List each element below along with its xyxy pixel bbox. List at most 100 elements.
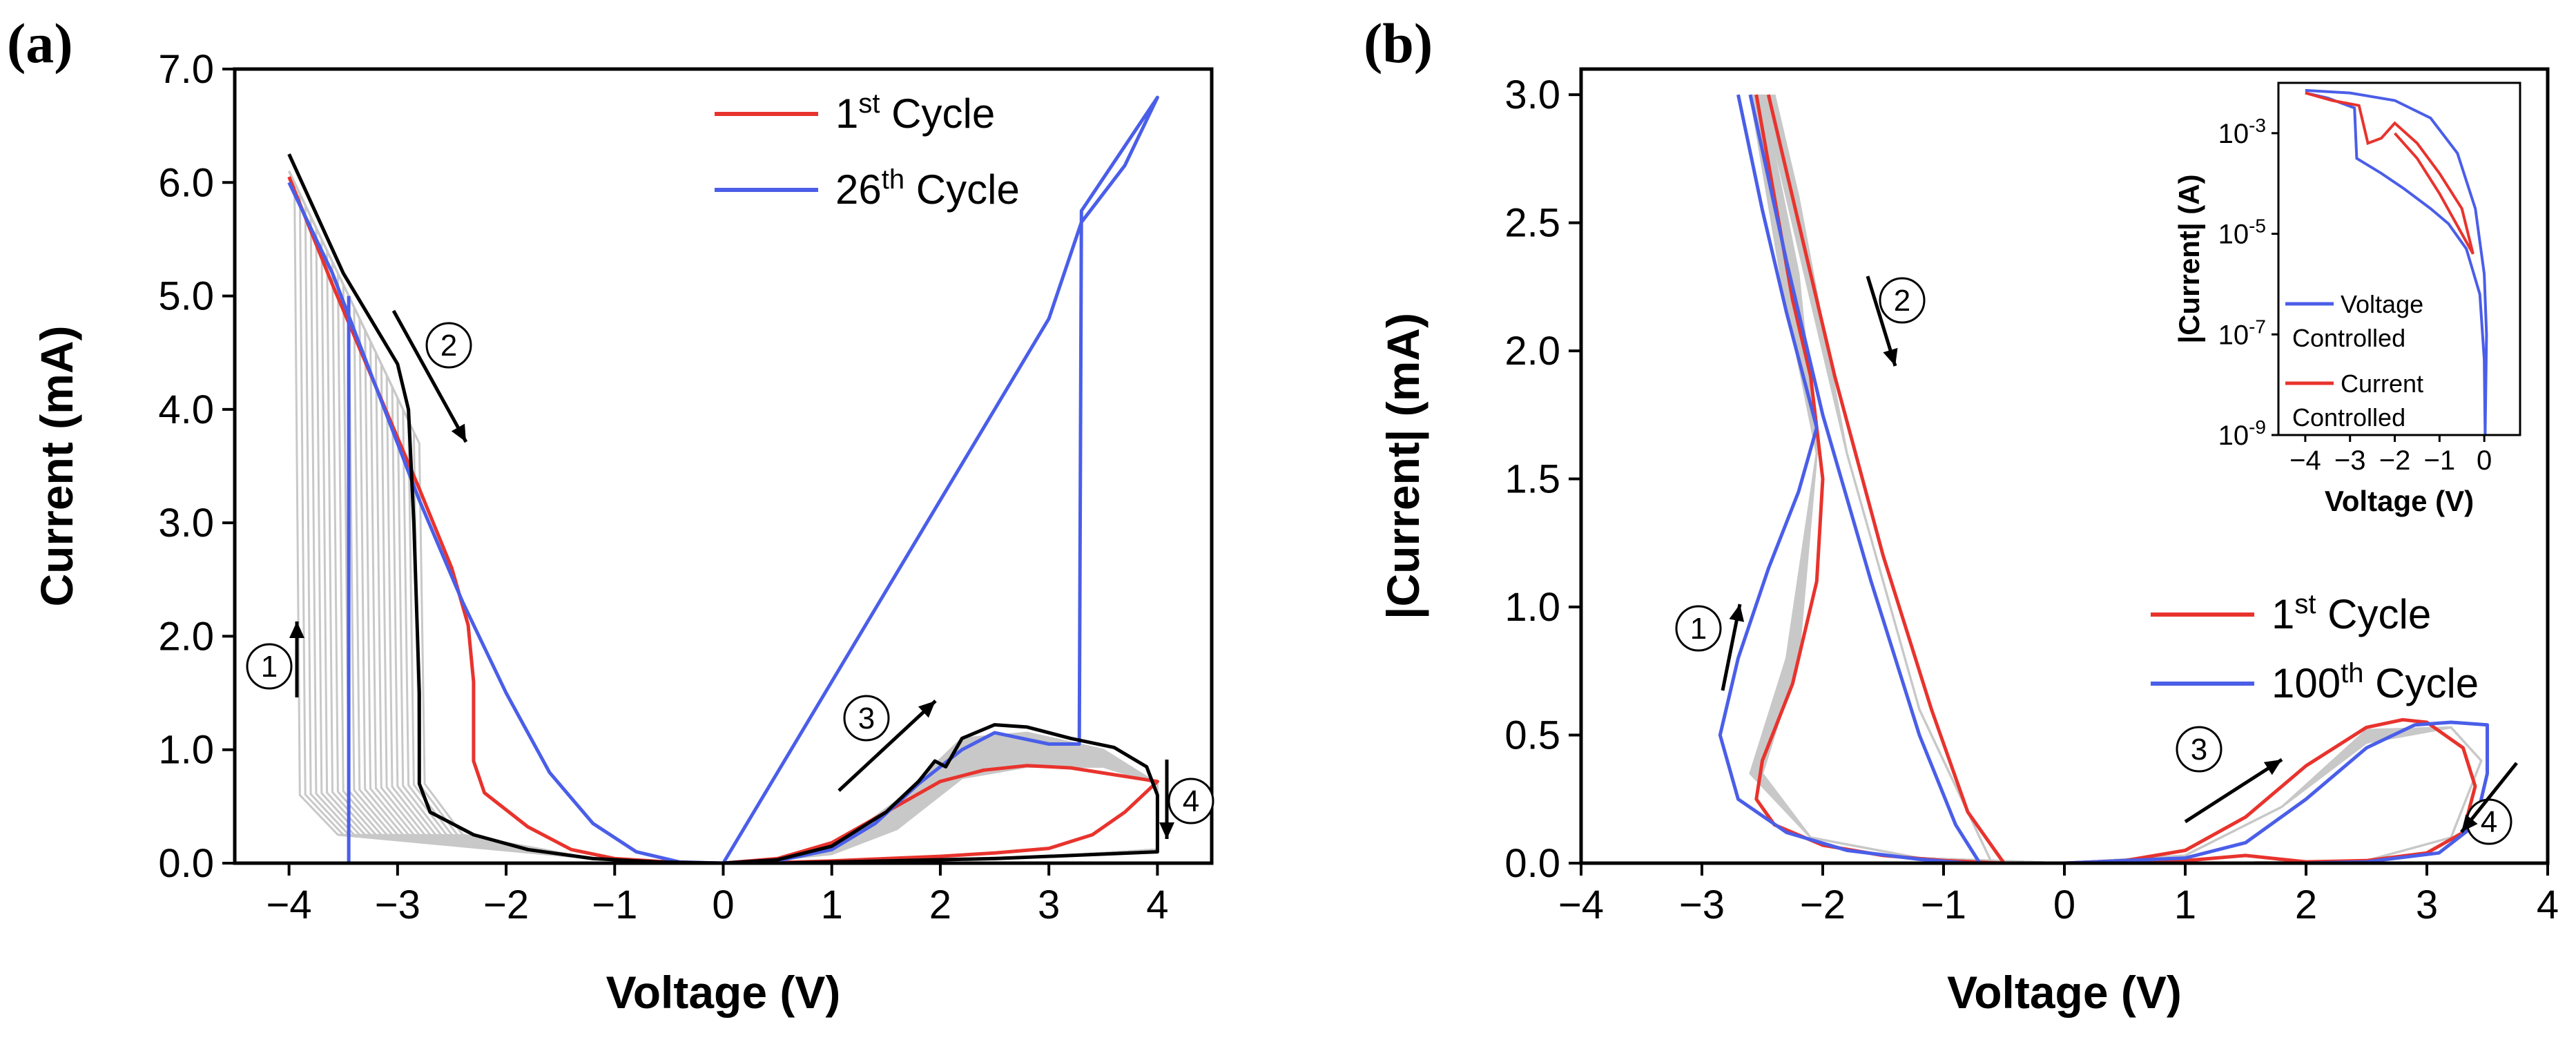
inset-y-tick-label: 10-5	[2218, 215, 2266, 250]
x-tick-label: 0	[2053, 882, 2075, 927]
inset-y-axis-title: |Current| (A)	[2173, 174, 2206, 343]
y-tick-label: 2.5	[1504, 201, 1560, 246]
annotations-a: 1 2 3 4	[246, 309, 1214, 839]
chart-a: −4 −3 −2 −1 0 1 2 3 4 0.0 1.0 2.0 3.0 4.0 5.0 6.0 7.0 Vo…	[31, 47, 1214, 1018]
y-axis-title-a: Current (mA)	[31, 326, 82, 607]
legend-label: 1st Cycle	[835, 88, 995, 137]
annotation-circle	[246, 643, 293, 690]
y-tick-label: 1.5	[1504, 457, 1560, 502]
x-axis-title-a: Voltage (V)	[606, 967, 841, 1018]
inset-x-tick-label: −3	[2334, 445, 2366, 476]
x-tick-label: 1	[821, 882, 843, 927]
y-tick-label: 1.0	[1504, 585, 1560, 630]
annotation-circle	[2176, 726, 2222, 773]
annotation-circle	[843, 695, 890, 742]
inset-y-tick-label: 10-3	[2218, 115, 2266, 149]
chart-b: −4 −3 −2 −1 0 1 2 3 4 0.0 0.5 1.0 1.5 2.0 2.5 3.0 Volta…	[1377, 67, 2559, 1018]
series-line-1	[287, 95, 1159, 865]
x-tick-label: 2	[929, 882, 951, 927]
legend-label: 26th Cycle	[835, 164, 1020, 213]
y-tick-label: 6.0	[158, 160, 214, 205]
annotation-label: 2	[1894, 284, 1910, 318]
legend-label: 1st Cycle	[2272, 589, 2431, 637]
inset-series-line-0	[2305, 88, 2488, 436]
annotation-arrowhead	[2263, 760, 2282, 775]
annotation-arrowhead	[918, 701, 936, 718]
y-tick-label: 2.0	[158, 614, 214, 659]
inset-frame	[2277, 81, 2521, 436]
x-tick-label: 2	[2295, 882, 2317, 927]
annotation-arrowhead	[289, 621, 304, 638]
x-axis-title-b: Voltage (V)	[1947, 967, 2182, 1018]
x-tick-label: 4	[2537, 882, 2559, 927]
legend-a: 1st Cycle 26th Cycle	[715, 88, 1020, 213]
gray-cycle-curve	[288, 171, 724, 865]
x-tick-label: −3	[375, 882, 420, 927]
annotation-circle	[425, 322, 472, 369]
y-tick-label: 7.0	[158, 47, 214, 92]
y-tick-label: 1.0	[158, 728, 214, 773]
x-tick-label: 3	[1038, 882, 1060, 927]
inset-series	[2305, 88, 2488, 436]
ticks-b: −4 −3 −2 −1 0 1 2 3 4 0.0 0.5 1.0 1.5 2.0 2.5 3.0	[1504, 73, 2559, 927]
ticks-a: −4 −3 −2 −1 0 1 2 3 4 0.0 1.0 2.0 3.0 4.0 5.0 6.0 7.0	[158, 47, 1168, 927]
annotation-arrowhead	[1159, 822, 1174, 839]
y-tick-label: 5.0	[158, 274, 214, 319]
x-tick-label: 0	[712, 882, 734, 927]
y-tick-label: 0.5	[1504, 713, 1560, 758]
annotation-label: 1	[261, 650, 278, 684]
panel-a-label: (a)	[7, 12, 73, 75]
inset-series-line-1	[2305, 91, 2475, 255]
inset-chart: −4 −3 −2 −1 0 10-3 10-5 10-7 10-9 Voltage (V) |C…	[2173, 81, 2521, 517]
annotation-label: 3	[858, 702, 875, 735]
y-tick-label: 3.0	[158, 501, 214, 546]
annotation-label: 4	[1183, 784, 1199, 818]
annotation-arrow	[837, 700, 937, 792]
annotation-label: 4	[2481, 805, 2497, 839]
annotation-arrow	[391, 309, 468, 443]
x-tick-label: −4	[267, 882, 312, 927]
inset-y-tick-label: 10-7	[2218, 316, 2266, 350]
annotation-arrowhead	[451, 423, 466, 442]
inset-legend-label: Controlled	[2292, 324, 2405, 352]
annotation-circle	[1879, 277, 1926, 324]
x-tick-label: −2	[483, 882, 529, 927]
y-tick-label: 3.0	[1504, 73, 1560, 117]
annotation-arrowhead	[2461, 814, 2478, 832]
inset-ticks: −4 −3 −2 −1 0 10-3 10-5 10-7 10-9	[2218, 115, 2492, 476]
y-tick-label: 2.0	[1504, 329, 1560, 374]
legend-b: 1st Cycle 100th Cycle	[2151, 589, 2479, 706]
y-axis-title-b: |Current| (mA)	[1377, 313, 1430, 619]
inset-y-tick-label: 10-9	[2218, 416, 2266, 451]
annotations-b: 1 2 3 4	[1675, 276, 2518, 845]
inset-legend-label: Controlled	[2292, 403, 2405, 432]
series-line-1	[1718, 94, 2489, 865]
x-tick-label: −1	[1921, 882, 1966, 927]
annotation-arrow	[2184, 758, 2283, 824]
annotation-label: 2	[440, 329, 457, 363]
gray-cycles-b	[1749, 94, 2483, 865]
y-tick-label: 4.0	[158, 387, 214, 432]
legend-label: 100th Cycle	[2272, 658, 2479, 706]
annotation-label: 1	[1690, 612, 1707, 646]
x-tick-label: 1	[2174, 882, 2196, 927]
inset-x-tick-label: −2	[2379, 445, 2411, 476]
x-tick-label: −4	[1558, 882, 1604, 927]
annotation-arrowhead	[1883, 347, 1898, 366]
x-tick-label: −3	[1679, 882, 1725, 927]
y-tick-label: 0.0	[1504, 841, 1560, 886]
annotation-circle	[1168, 778, 1214, 824]
x-tick-label: 4	[1146, 882, 1168, 927]
inset-x-tick-label: −4	[2289, 445, 2321, 476]
x-tick-label: −1	[592, 882, 637, 927]
series-a	[287, 95, 1159, 865]
panel-b-label: (b)	[1364, 12, 1433, 75]
inset-x-axis-title: Voltage (V)	[2325, 485, 2474, 517]
series-line-2	[287, 153, 1159, 865]
y-tick-label: 0.0	[158, 841, 214, 886]
inset-legend: Voltage Controlled Current Controlled	[2285, 290, 2423, 432]
x-tick-label: −2	[1800, 882, 1846, 927]
inset-background	[2278, 83, 2520, 435]
inset-legend-label: Current	[2341, 369, 2423, 398]
